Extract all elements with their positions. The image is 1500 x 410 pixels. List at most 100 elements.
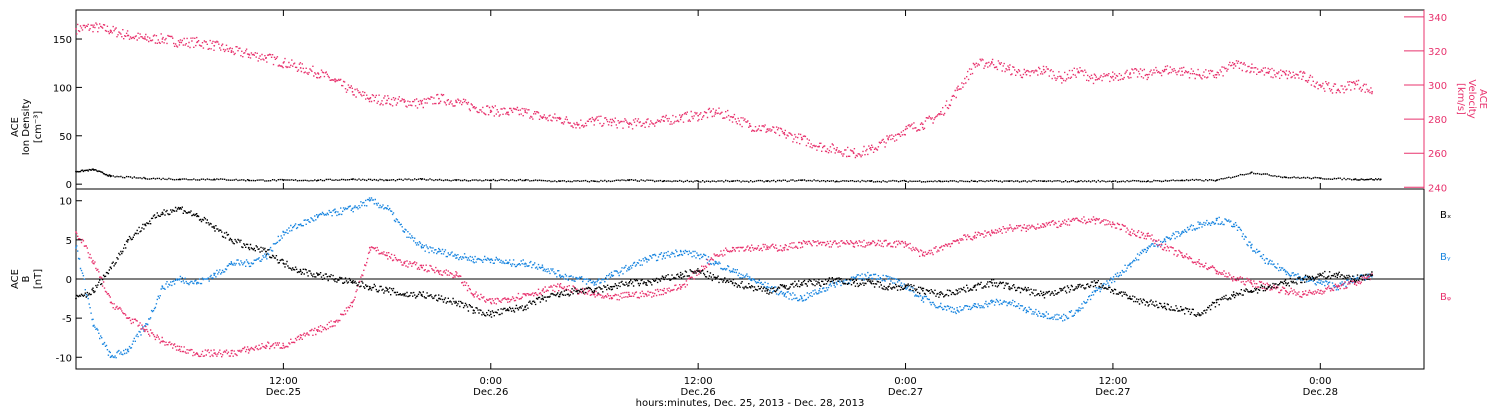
bx-series-point: [282, 262, 285, 265]
velocity-series-point: [1060, 77, 1062, 80]
by-series-point: [507, 262, 509, 265]
bz-series-point: [351, 301, 354, 304]
bz-series-point: [1284, 289, 1287, 292]
by-series-point: [1112, 278, 1114, 280]
bz-series-point: [1112, 223, 1114, 226]
bx-series-point: [178, 207, 181, 210]
velocity-series-point: [144, 38, 147, 40]
by-series-point: [1060, 317, 1062, 320]
bx-series-point: [213, 227, 216, 230]
by-series-point: [973, 305, 976, 308]
density-axis-title-line2: Ion Density: [21, 99, 32, 156]
b-tick-label: 0: [66, 275, 72, 286]
bz-series-point: [524, 293, 527, 296]
velocity-series-point: [161, 38, 164, 40]
by-series-point: [887, 278, 890, 280]
density-series-point: [1379, 178, 1382, 181]
bx-series-point: [1008, 285, 1011, 288]
density-series-point: [386, 179, 388, 182]
by-series-point: [109, 356, 112, 359]
bx-series-point: [438, 297, 440, 300]
x-tick-label: 0:00: [894, 376, 916, 387]
by-series-point: [541, 266, 544, 269]
velocity-series-point: [714, 111, 717, 114]
velocity-series-point: [403, 101, 406, 103]
bz-series-point: [438, 270, 440, 273]
density-series-point: [109, 175, 112, 178]
bx-series-point: [852, 282, 855, 284]
bz-series-point: [420, 266, 423, 269]
density-series-point: [1077, 180, 1080, 183]
bx-series-point: [524, 305, 527, 308]
bx-series-point: [92, 289, 95, 292]
velocity-series-point: [887, 138, 890, 141]
by-series-point: [351, 207, 354, 210]
bz-series-point: [1319, 289, 1322, 292]
velocity-series-point: [351, 90, 354, 93]
by-series-point: [247, 262, 250, 265]
bx-series-point: [161, 211, 164, 214]
velocity-series-point: [109, 29, 112, 32]
bz-series-point: [161, 340, 164, 343]
bx-series-point: [1371, 274, 1374, 276]
bx-series-point: [386, 289, 388, 292]
bz-series-point: [800, 242, 803, 245]
bx-series-point: [697, 270, 700, 273]
velocity-series-point: [334, 80, 337, 83]
bx-series-point: [870, 282, 872, 284]
bz-series-point: [455, 274, 458, 276]
bz-series-point: [386, 254, 388, 257]
b-axis-title-line3: [nT]: [33, 269, 44, 289]
bx-series-point: [1302, 278, 1304, 280]
b-axis-title-line2: B: [21, 275, 32, 282]
bz-series-point: [1042, 223, 1045, 226]
bz-series-point: [783, 246, 786, 249]
by-series-point: [628, 266, 630, 269]
velocity-series-point: [766, 128, 769, 131]
bx-series-point: [576, 289, 579, 292]
bx-series-point: [956, 289, 959, 292]
velocity-series-point: [230, 50, 233, 52]
velocity-series-point: [75, 27, 77, 30]
bx-series-point: [1094, 282, 1097, 284]
bx-series-point: [1284, 282, 1287, 284]
density-series-point: [800, 179, 803, 182]
bx-series-point: [489, 313, 492, 316]
x-tick-date-label: Dec.27: [1095, 387, 1130, 398]
by-series-point: [783, 293, 786, 296]
density-series-point: [766, 180, 769, 183]
bz-series-point: [213, 352, 216, 355]
density-series-point: [1181, 179, 1183, 182]
by-series-point: [731, 270, 734, 273]
density-tick-label: 0: [66, 180, 72, 191]
b-tick-label: -10: [56, 353, 72, 364]
bz-series-point: [126, 317, 129, 320]
bx-series-point: [887, 285, 890, 288]
by-series-point: [870, 274, 872, 276]
bz-series-point: [1232, 278, 1235, 280]
bz-series-point: [507, 297, 509, 300]
velocity-series-point: [1163, 68, 1166, 71]
velocity-tick-label: 340: [1428, 13, 1447, 24]
bx-series-point: [1077, 285, 1080, 288]
bx-series-point: [1232, 293, 1235, 296]
bx-series-point: [714, 278, 717, 280]
velocity-series-point: [126, 34, 129, 37]
velocity-series-point: [1198, 73, 1201, 76]
density-tick-label: 100: [53, 83, 72, 94]
bz-series-point: [628, 293, 630, 296]
bx-series-point: [75, 297, 77, 300]
by-series-point: [714, 262, 717, 265]
by-series-point: [265, 254, 268, 257]
bx-series-point: [1336, 274, 1339, 276]
velocity-series-point: [956, 89, 959, 92]
velocity-series-point: [489, 109, 492, 112]
density-series-point: [697, 180, 700, 183]
by-series-point: [455, 254, 458, 257]
by-series-point: [610, 274, 613, 276]
bx-series-point: [593, 289, 596, 292]
bz-series-point: [282, 344, 285, 347]
bx-series-point: [1042, 293, 1045, 296]
bz-series-point: [852, 242, 855, 245]
bz-series-point: [887, 242, 890, 245]
